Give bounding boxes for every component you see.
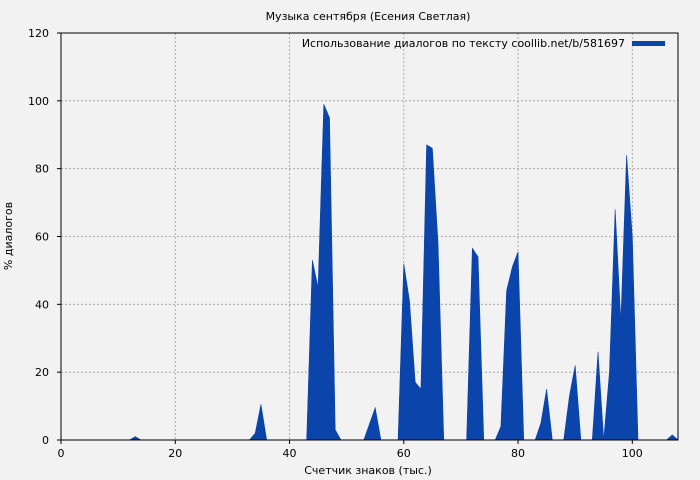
- y-tick-label: 0: [42, 434, 49, 447]
- x-tick-label: 100: [622, 447, 643, 460]
- legend-swatch: [632, 41, 665, 46]
- y-tick-label: 100: [28, 95, 49, 108]
- series-area-0: [61, 104, 679, 441]
- y-tick-label: 20: [35, 366, 49, 379]
- legend-label: Использование диалогов по тексту coollib…: [302, 37, 625, 50]
- ticks: 0 20 40 60 80 100 0 20 40 60 80 100 120: [28, 27, 643, 460]
- y-tick-label: 60: [35, 231, 49, 244]
- area-layer: [61, 104, 679, 441]
- x-tick-label: 0: [58, 447, 65, 460]
- x-tick-label: 20: [168, 447, 182, 460]
- y-tick-label: 80: [35, 163, 49, 176]
- x-axis-label: Счетчик знаков (тыс.): [304, 464, 432, 477]
- y-tick-label: 40: [35, 298, 49, 311]
- x-tick-label: 60: [397, 447, 411, 460]
- grid: [61, 33, 678, 440]
- chart-title: Музыка сентября (Есения Светлая): [266, 10, 471, 23]
- x-tick-label: 40: [283, 447, 297, 460]
- legend: Использование диалогов по тексту coollib…: [302, 37, 665, 50]
- y-tick-label: 120: [28, 27, 49, 40]
- y-axis-label: % диалогов: [2, 202, 15, 270]
- x-tick-label: 80: [511, 447, 525, 460]
